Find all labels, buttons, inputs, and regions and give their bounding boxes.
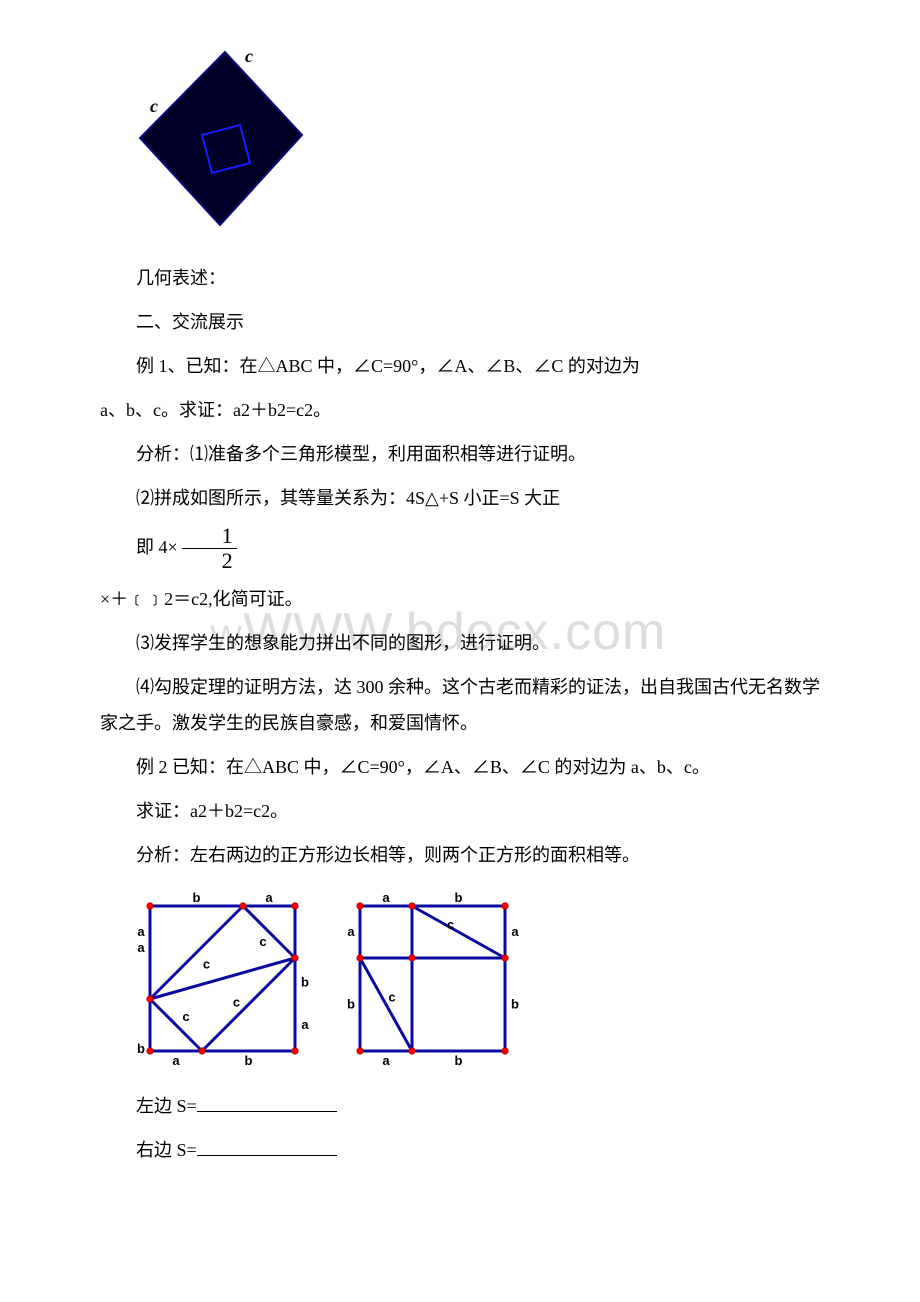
svg-text:b: b — [245, 1053, 253, 1068]
svg-text:c: c — [447, 917, 454, 932]
svg-text:a: a — [511, 924, 519, 939]
svg-text:c: c — [233, 995, 240, 1010]
svg-text:a: a — [265, 890, 273, 905]
svg-text:b: b — [347, 997, 355, 1012]
svg-text:b: b — [137, 1041, 145, 1056]
text-right-area: 右边 S= — [100, 1132, 820, 1168]
figure-two-squares: baaabbaabccccababababcc — [130, 888, 820, 1073]
svg-text:a: a — [382, 890, 390, 905]
text-analysis-3: ⑶发挥学生的想象能力拼出不同的图形，进行证明。 — [100, 625, 820, 661]
text-example2-analysis: 分析：左右两边的正方形边长相等，则两个正方形的面积相等。 — [100, 837, 820, 873]
text-example1-given: 例 1、已知：在△ABC 中，∠C=90°，∠A、∠B、∠C 的对边为 — [100, 348, 820, 384]
blank-left — [197, 1111, 337, 1112]
svg-text:b: b — [455, 890, 463, 905]
svg-text:c: c — [182, 1009, 189, 1024]
text-analysis-4: ⑷勾股定理的证明方法，达 300 余种。这个古老而精彩的证法，出自我国古代无名数… — [100, 669, 820, 741]
heading-section-2: 二、交流展示 — [100, 304, 820, 340]
text-left-area: 左边 S= — [100, 1088, 820, 1124]
text-example1-prove: a、b、c。求证：a2＋b2=c2。 — [100, 392, 820, 428]
figure-rotated-square: c c — [130, 40, 820, 240]
blank-right — [197, 1155, 337, 1156]
svg-text:c: c — [203, 957, 210, 972]
svg-text:a: a — [301, 1017, 309, 1032]
svg-text:c: c — [388, 990, 395, 1005]
text-equation-prefix: 即 4×12 — [100, 524, 820, 573]
svg-text:a: a — [347, 924, 355, 939]
svg-text:b: b — [193, 890, 201, 905]
svg-text:b: b — [455, 1053, 463, 1068]
svg-text:a: a — [137, 924, 145, 939]
text-analysis-1: 分析：⑴准备多个三角形模型，利用面积相等进行证明。 — [100, 436, 820, 472]
text-example2-given: 例 2 已知：在△ABC 中，∠C=90°，∠A、∠B、∠C 的对边为 a、b、… — [100, 749, 820, 785]
svg-text:c: c — [150, 96, 158, 116]
svg-text:a: a — [172, 1053, 180, 1068]
svg-text:c: c — [245, 46, 253, 66]
svg-text:a: a — [382, 1053, 390, 1068]
text-example2-prove: 求证：a2＋b2=c2。 — [100, 793, 820, 829]
text-equation-line: ×＋﹝﹞2＝c2,化简可证。 — [100, 581, 820, 617]
svg-text:b: b — [511, 997, 519, 1012]
fraction-half: 12 — [182, 524, 237, 573]
svg-text:b: b — [301, 975, 309, 990]
text-geometric-description: 几何表述： — [100, 260, 820, 296]
text-analysis-2: ⑵拼成如图所示，其等量关系为：4S△+S 小正=S 大正 — [100, 480, 820, 516]
svg-text:c: c — [259, 934, 266, 949]
svg-text:a: a — [137, 940, 145, 955]
